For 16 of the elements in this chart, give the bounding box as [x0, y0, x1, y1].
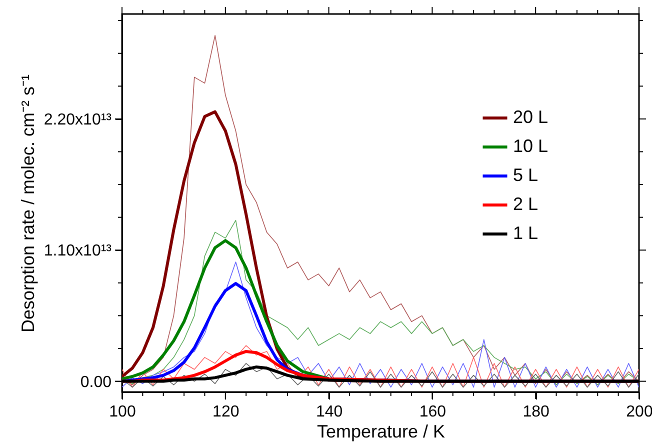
x-tick-label: 140 [316, 404, 343, 420]
legend-label: 10 L [513, 136, 548, 156]
x-tick-label: 160 [419, 404, 446, 420]
legend-label: 20 L [513, 107, 548, 127]
x-tick-label: 120 [212, 404, 240, 420]
x-tick-label: 200 [626, 404, 652, 420]
legend-label: 2 L [513, 194, 538, 214]
y-tick-label: 0.00 [80, 374, 112, 391]
y-tick-label: 2.20x10¹³ [44, 111, 112, 128]
y-tick-label: 1.10x10¹³ [44, 242, 112, 260]
y-axis-title: Desorption rate / molec. cm⁻² s⁻¹ [18, 74, 38, 333]
x-tick-label: 180 [522, 404, 550, 420]
x-axis-title: Temperature / K [316, 422, 446, 442]
legend-label: 5 L [513, 165, 538, 185]
legend-label: 1 L [513, 223, 538, 243]
x-tick-label: 100 [109, 404, 136, 420]
